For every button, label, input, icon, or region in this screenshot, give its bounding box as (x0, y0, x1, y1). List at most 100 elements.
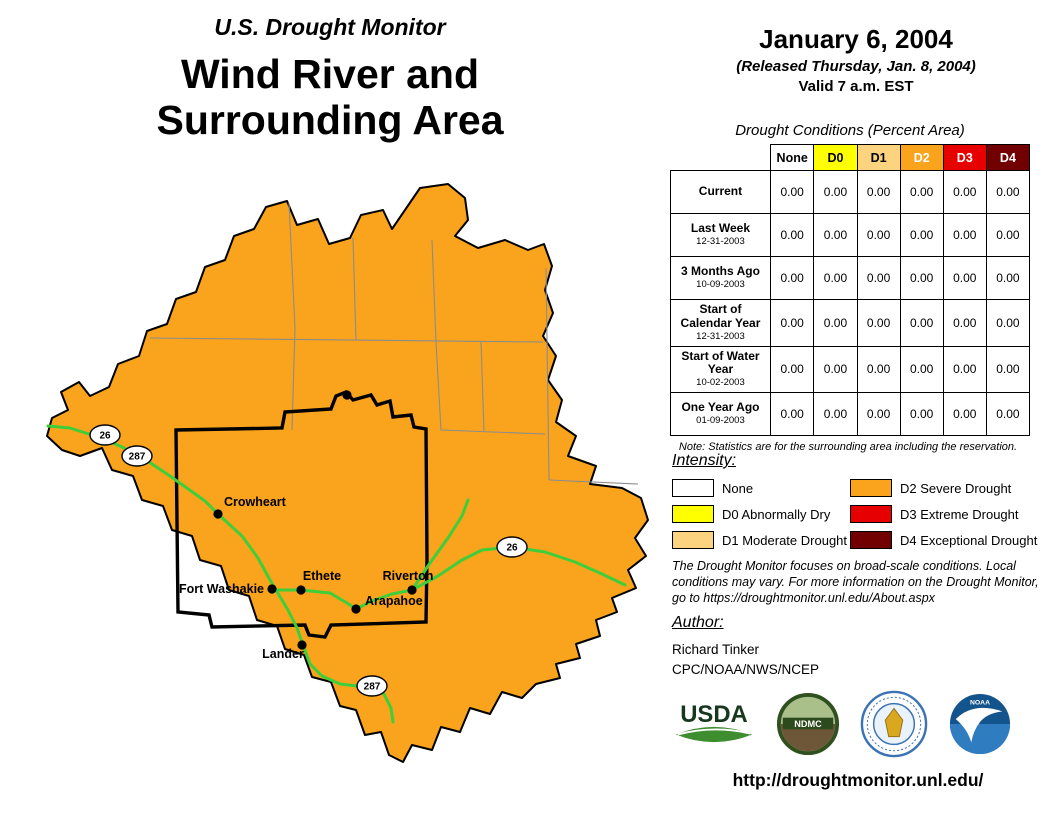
row-date: 12-31-2003 (696, 330, 745, 342)
percent-cell: 0.00 (769, 256, 815, 300)
city-label-crowheart: Crowheart (224, 495, 287, 509)
city-dot-arapahoe (351, 604, 361, 614)
release-note: (Released Thursday, Jan. 8, 2004) (736, 58, 976, 75)
noaa-lower-half (949, 724, 1011, 755)
percent-cell: 0.00 (985, 213, 1031, 257)
row-label: Current (670, 170, 771, 214)
percent-cell: 0.00 (813, 170, 858, 214)
legend-item-d3: D3 Extreme Drought (850, 505, 1044, 523)
route-shield-287-south-label: 287 (364, 682, 381, 693)
table-row-start-calendar-year: Start of Calendar Year 12-31-2003 0.00 0… (670, 299, 1031, 347)
percent-cell: 0.00 (899, 299, 944, 347)
intensity-title: Intensity: (672, 452, 737, 469)
percent-cell: 0.00 (985, 256, 1031, 300)
footer-url: http://droughtmonitor.unl.edu/ (732, 770, 984, 790)
city-label-fort-washakie: Fort Washakie (179, 582, 264, 596)
route-shield-26-west: 26 (89, 424, 121, 446)
city-label-ethete: Ethete (303, 569, 341, 583)
percent-cell: 0.00 (899, 213, 944, 257)
percent-cell: 0.00 (856, 213, 901, 257)
row-label-text: Start of Water Year (681, 348, 760, 377)
table-row-start-water-year: Start of Water Year 10-02-2003 0.00 0.00… (670, 345, 1031, 394)
percent-cell: 0.00 (769, 345, 815, 394)
col-header-d4: D4 (985, 144, 1031, 171)
drought-conditions-table: None D0 D1 D2 D3 D4 Current 0.00 0.00 0.… (670, 144, 1031, 437)
route-shields: 26 287 26 287 (89, 424, 528, 697)
percent-cell: 0.00 (985, 299, 1031, 347)
author-org: CPC/NOAA/NWS/NCEP (672, 662, 820, 678)
city-label-riverton: Riverton (383, 569, 434, 583)
legend-swatch-d4 (850, 531, 892, 549)
percent-cell: 0.00 (813, 213, 858, 257)
percent-cell: 0.00 (813, 299, 858, 347)
row-label-text: Last Week (690, 221, 751, 236)
release-date: January 6, 2004 (759, 24, 953, 54)
percent-cell: 0.00 (856, 170, 901, 214)
ndmc-earth-half (780, 724, 836, 752)
percent-cell: 0.00 (856, 299, 901, 347)
city-dot-riverton (407, 585, 417, 595)
county-lines (149, 202, 639, 485)
row-date: 12-31-2003 (696, 235, 745, 247)
ndmc-logo-text: NDMC (794, 719, 822, 729)
percent-cell: 0.00 (769, 170, 815, 214)
drought-region-d2 (46, 183, 649, 763)
city-dot-crowheart (213, 509, 223, 519)
author-heading: Author: (672, 614, 724, 631)
reservation-boundary (174, 389, 429, 639)
noaa-logo-text: NOAA (970, 700, 990, 707)
valid-time: Valid 7 a.m. EST (798, 78, 914, 95)
city-dot-lander (297, 640, 307, 650)
legend-item-d1: D1 Moderate Drought (672, 531, 850, 549)
route-shield-287-south: 287 (356, 675, 388, 697)
table-title: Drought Conditions (Percent Area) (735, 122, 965, 139)
row-date: 10-02-2003 (696, 377, 745, 389)
table-note: Note: Statistics are for the surrounding… (678, 441, 1018, 454)
percent-cell: 0.00 (942, 299, 987, 347)
table-row-one-year-ago: One Year Ago 01-09-2003 0.00 0.00 0.00 0… (670, 392, 1031, 437)
legend-swatch-d1 (672, 531, 714, 549)
percent-cell: 0.00 (899, 392, 944, 437)
city-dot-ethete (296, 585, 306, 595)
ndmc-logo: NDMC (776, 692, 840, 756)
percent-cell: 0.00 (942, 256, 987, 300)
percent-cell: 0.00 (942, 392, 987, 437)
legend-label-none: None (722, 480, 754, 496)
legend-label-d3: D3 Extreme Drought (900, 506, 1019, 522)
col-header-d1: D1 (856, 144, 901, 171)
row-label: Last Week 12-31-2003 (670, 213, 771, 257)
highway-northeast-spur-road (410, 498, 470, 592)
row-date: 10-09-2003 (696, 278, 745, 290)
drought-conditions-block: Drought Conditions (Percent Area) None D… (670, 122, 1031, 454)
legend-item-d0: D0 Abnormally Dry (672, 505, 850, 523)
route-shield-26-west-label: 26 (99, 431, 111, 442)
legend-swatch-d0 (672, 505, 714, 523)
legend-label-d1: D1 Moderate Drought (722, 532, 848, 548)
author-name: Richard Tinker (672, 642, 760, 657)
row-label-text: Start of Calendar Year (680, 302, 761, 330)
noaa-bird-icon (955, 707, 1003, 743)
row-label-text: Current (698, 183, 743, 198)
title-block: U.S. Drought Monitor Wind River and Surr… (92, 14, 568, 144)
percent-cell: 0.00 (942, 213, 987, 257)
percent-cell: 0.00 (985, 345, 1031, 394)
intensity-legend: Intensity: None D2 Severe Drought D0 Abn… (672, 452, 1044, 549)
percent-cell: 0.00 (813, 256, 858, 300)
percent-cell: 0.00 (856, 345, 901, 394)
legend-swatch-none (672, 479, 714, 497)
percent-cell: 0.00 (813, 392, 858, 437)
col-header-d2: D2 (899, 144, 944, 171)
row-label-text: One Year Ago (681, 400, 760, 415)
col-header-d3: D3 (942, 144, 987, 171)
usda-swoosh-line (677, 728, 751, 736)
percent-cell: 0.00 (856, 392, 901, 437)
table-row-current: Current 0.00 0.00 0.00 0.00 0.00 0.00 (670, 170, 1031, 214)
legend-item-d2: D2 Severe Drought (850, 479, 1044, 497)
city-label-lander: Lander (262, 647, 304, 661)
percent-cell: 0.00 (985, 170, 1031, 214)
percent-cell: 0.00 (769, 392, 815, 437)
table-corner-cell (670, 144, 771, 171)
legend-label-d2: D2 Severe Drought (900, 480, 1012, 496)
usda-logo: USDA (675, 701, 753, 743)
percent-cell: 0.00 (942, 345, 987, 394)
